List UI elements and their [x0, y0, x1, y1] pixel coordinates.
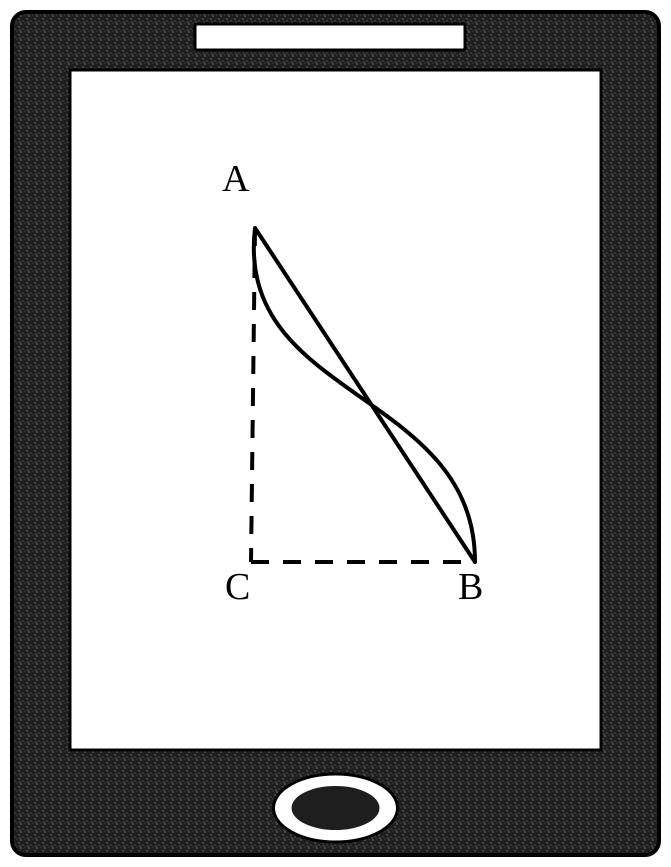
screen-area	[70, 70, 601, 750]
point-label-b: B	[458, 565, 483, 609]
device-bezel-svg	[10, 10, 661, 857]
point-label-c: C	[225, 565, 250, 609]
speaker-slot	[195, 24, 465, 50]
point-label-a: A	[222, 157, 249, 201]
tablet-device-frame: A B C	[10, 10, 661, 857]
home-button-inner	[292, 786, 380, 830]
